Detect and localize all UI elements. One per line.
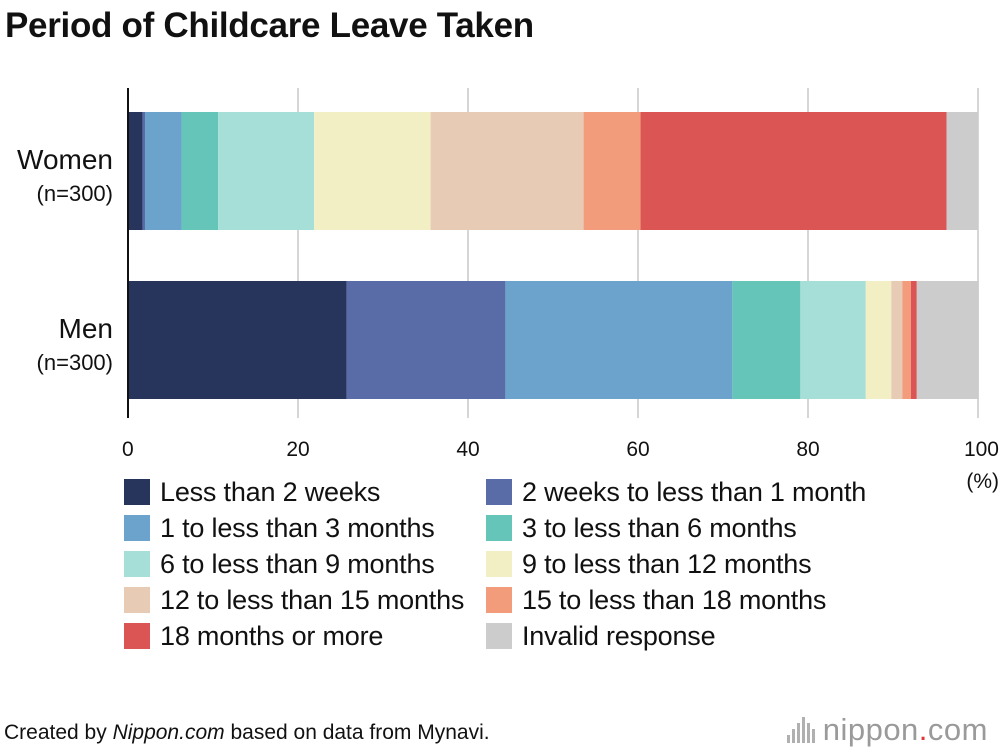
bar-segment [346, 281, 506, 399]
legend-item: 12 to less than 15 months [124, 584, 486, 615]
axis-labels: 0 20 40 60 80 100 (%) Women (n=300) Men (n=300) [17, 144, 999, 493]
legend-item: 3 to less than 6 months [486, 512, 956, 543]
legend-label: 3 to less than 6 months [522, 512, 797, 543]
legend-swatch [124, 479, 150, 505]
bar-segment [640, 112, 947, 230]
bar-segment [181, 112, 219, 230]
legend-label: 6 to less than 9 months [160, 548, 435, 579]
bar-segment [910, 281, 917, 399]
x-tick-label: 40 [456, 438, 479, 461]
legend-label: 12 to less than 15 months [160, 584, 465, 615]
bar-segments [128, 112, 979, 399]
category-label: Men [59, 313, 113, 344]
logo-bars-icon [786, 717, 817, 743]
x-unit-label: (%) [966, 470, 999, 493]
credit-suffix: based on data from Mynavi. [224, 721, 490, 744]
legend-label: 9 to less than 12 months [522, 548, 812, 579]
legend-item: Less than 2 weeks [124, 476, 486, 507]
bar-segment [800, 281, 866, 399]
category-label: Women [17, 144, 113, 175]
bar-segment [128, 112, 143, 230]
bar-segment [583, 112, 641, 230]
legend-item: 6 to less than 9 months [124, 548, 486, 579]
credit-source: Nippon.com [112, 721, 225, 744]
x-tick-label: 20 [286, 438, 309, 461]
category-sample-size: (n=300) [37, 350, 113, 375]
logo-text-right: com [927, 712, 988, 747]
bar-segment [218, 112, 315, 230]
footer-credit: Created by Nippon.com based on data from… [4, 721, 490, 745]
bar-segment [505, 281, 733, 399]
bar-segment [128, 281, 347, 399]
legend-label: 15 to less than 18 months [522, 584, 827, 615]
legend-swatch [486, 587, 512, 613]
bar-segment [916, 281, 979, 399]
legend-item: 1 to less than 3 months [124, 512, 486, 543]
legend-label: 1 to less than 3 months [160, 512, 435, 543]
bar-segment [946, 112, 978, 230]
legend-swatch [124, 587, 150, 613]
page-title: Period of Childcare Leave Taken [5, 6, 534, 45]
x-tick-label: 0 [122, 438, 134, 461]
category-sample-size: (n=300) [37, 181, 113, 206]
legend-swatch [124, 551, 150, 577]
legend-swatch [486, 623, 512, 649]
bar-segment [865, 281, 892, 399]
legend-swatch [486, 515, 512, 541]
bar-segment [732, 281, 801, 399]
legend-swatch [124, 515, 150, 541]
legend-swatch [124, 623, 150, 649]
legend-swatch [486, 551, 512, 577]
bar-segment [902, 281, 911, 399]
legend-label: Less than 2 weeks [160, 476, 381, 507]
legend-swatch [486, 479, 512, 505]
bar-segment [430, 112, 584, 230]
bar-segment [314, 112, 431, 230]
bar-segment [145, 112, 182, 230]
nippon-logo: nippon. com [786, 712, 988, 748]
legend-item: Invalid response [486, 620, 956, 651]
x-tick-label: 80 [796, 438, 819, 461]
legend-item: 15 to less than 18 months [486, 584, 956, 615]
logo-dot: . [918, 712, 928, 747]
x-tick-label: 100 [964, 438, 999, 461]
legend-item: 9 to less than 12 months [486, 548, 956, 579]
x-tick-label: 60 [626, 438, 649, 461]
stacked-bar-chart: 0 20 40 60 80 100 (%) Women (n=300) Men (n=300) [17, 88, 999, 493]
legend-label: Invalid response [522, 620, 716, 651]
logo-text-left: nippon [822, 712, 919, 747]
legend-item: 2 weeks to less than 1 month [486, 476, 956, 507]
credit-prefix: Created by [4, 721, 113, 744]
legend: Less than 2 weeks 2 weeks to less than 1 … [124, 476, 974, 651]
legend-item: 18 months or more [124, 620, 486, 651]
legend-label: 18 months or more [160, 620, 384, 651]
bar-segment [891, 281, 903, 399]
legend-label: 2 weeks to less than 1 month [522, 476, 867, 507]
bar-segment [142, 112, 145, 230]
